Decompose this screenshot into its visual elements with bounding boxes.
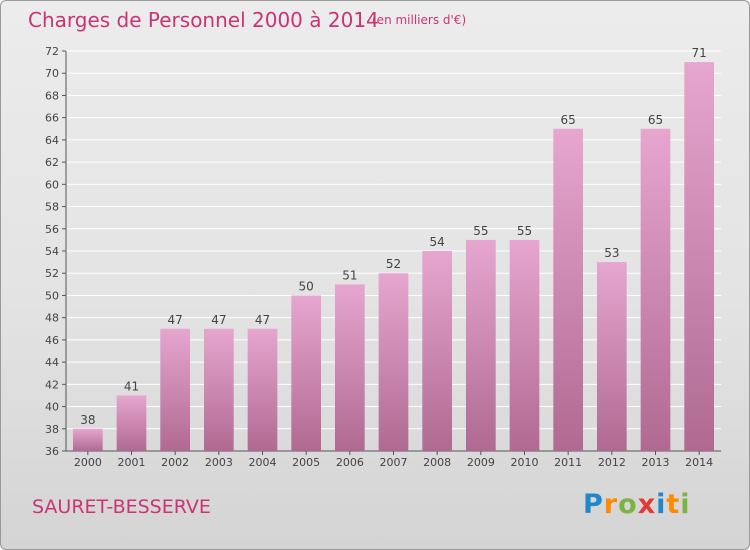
value-label: 55 [517,224,532,238]
y-tick-label: 70 [45,67,59,80]
x-tick-label: 2007 [380,456,408,469]
x-tick-label: 2001 [118,456,146,469]
value-label: 50 [299,279,314,293]
y-tick-label: 68 [45,89,59,102]
value-label: 51 [342,268,357,282]
logo-letter: r [603,489,619,520]
bar-2002 [160,328,191,451]
value-label: 65 [648,113,663,127]
x-tick-label: 2010 [511,456,539,469]
y-tick-label: 56 [45,223,59,236]
y-tick-label: 58 [45,201,59,214]
y-tick-label: 44 [45,356,59,369]
logo-letter: x [637,489,657,520]
bar-2001 [116,395,147,451]
y-tick-label: 60 [45,178,59,191]
y-tick-label: 38 [45,423,59,436]
chart-title: Charges de Personnel 2000 à 2014 [28,8,379,32]
x-tick-label: 2013 [642,456,670,469]
y-tick-label: 50 [45,289,59,302]
value-label: 47 [255,313,270,327]
location-name: SAURET-BESSERVE [32,496,211,518]
bars [72,62,715,451]
logo-letter: t [666,489,681,520]
bar-2013 [640,128,671,451]
x-tick-label: 2005 [292,456,320,469]
bar-2014 [684,62,715,451]
y-tick-label: 52 [45,267,59,280]
value-label: 47 [168,313,183,327]
y-tick-label: 62 [45,156,59,169]
y-tick-label: 46 [45,334,59,347]
y-tick-label: 64 [45,134,59,147]
value-label: 65 [561,113,576,127]
chart-subtitle: (en milliers d'€) [372,13,467,27]
labels: 38 41 47 47 47 50 51 52 54 55 55 65 53 65 71 [80,46,707,427]
x-tick-label: 2009 [467,456,495,469]
value-label: 41 [124,379,139,393]
y-tick-label: 48 [45,312,59,325]
bar-2004 [247,328,278,451]
bar-2003 [203,328,234,451]
bar-2000 [72,428,103,451]
y-tick-label: 72 [45,45,59,58]
bar-2006 [334,284,365,451]
proxiti-logo: Proxiti [583,489,691,520]
value-label: 47 [211,313,226,327]
value-label: 54 [430,235,445,249]
x-tick-label: 2014 [685,456,713,469]
x-tick-label: 2004 [249,456,277,469]
bar-2008 [422,251,453,451]
x-tick-label: 2011 [554,456,582,469]
value-label: 52 [386,257,401,271]
value-label: 71 [692,46,707,60]
y-tick-label: 66 [45,112,59,125]
value-label: 38 [80,413,95,427]
y-tick-label: 42 [45,378,59,391]
x-tick-label: 2002 [161,456,189,469]
logo-letter: o [618,489,638,520]
bar-2012 [596,262,627,451]
bar-2011 [553,128,584,451]
x-tick-label: 2000 [74,456,102,469]
bar-2010 [509,239,540,451]
x-tick-label: 2003 [205,456,233,469]
logo-letter: i [680,489,691,520]
y-tick-label: 40 [45,401,59,414]
x-tick-label: 2006 [336,456,364,469]
axes: 36 38 40 42 44 46 48 50 52 54 56 58 60 62 64 66 68 70 72 20… [45,45,721,469]
bar-2007 [378,273,409,451]
x-tick-label: 2012 [598,456,626,469]
logo-letter: P [583,489,604,520]
logo-letter: i [656,489,667,520]
bar-2009 [465,239,496,451]
value-label: 53 [604,246,619,260]
y-tick-label: 54 [45,245,59,258]
bar-2005 [291,295,322,451]
x-tick-label: 2008 [423,456,451,469]
y-tick-label: 36 [45,445,59,458]
value-label: 55 [473,224,488,238]
